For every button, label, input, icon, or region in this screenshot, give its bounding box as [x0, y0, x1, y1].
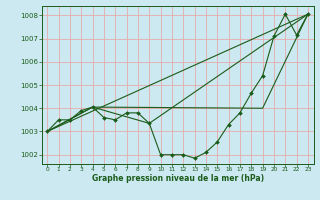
X-axis label: Graphe pression niveau de la mer (hPa): Graphe pression niveau de la mer (hPa): [92, 174, 264, 183]
